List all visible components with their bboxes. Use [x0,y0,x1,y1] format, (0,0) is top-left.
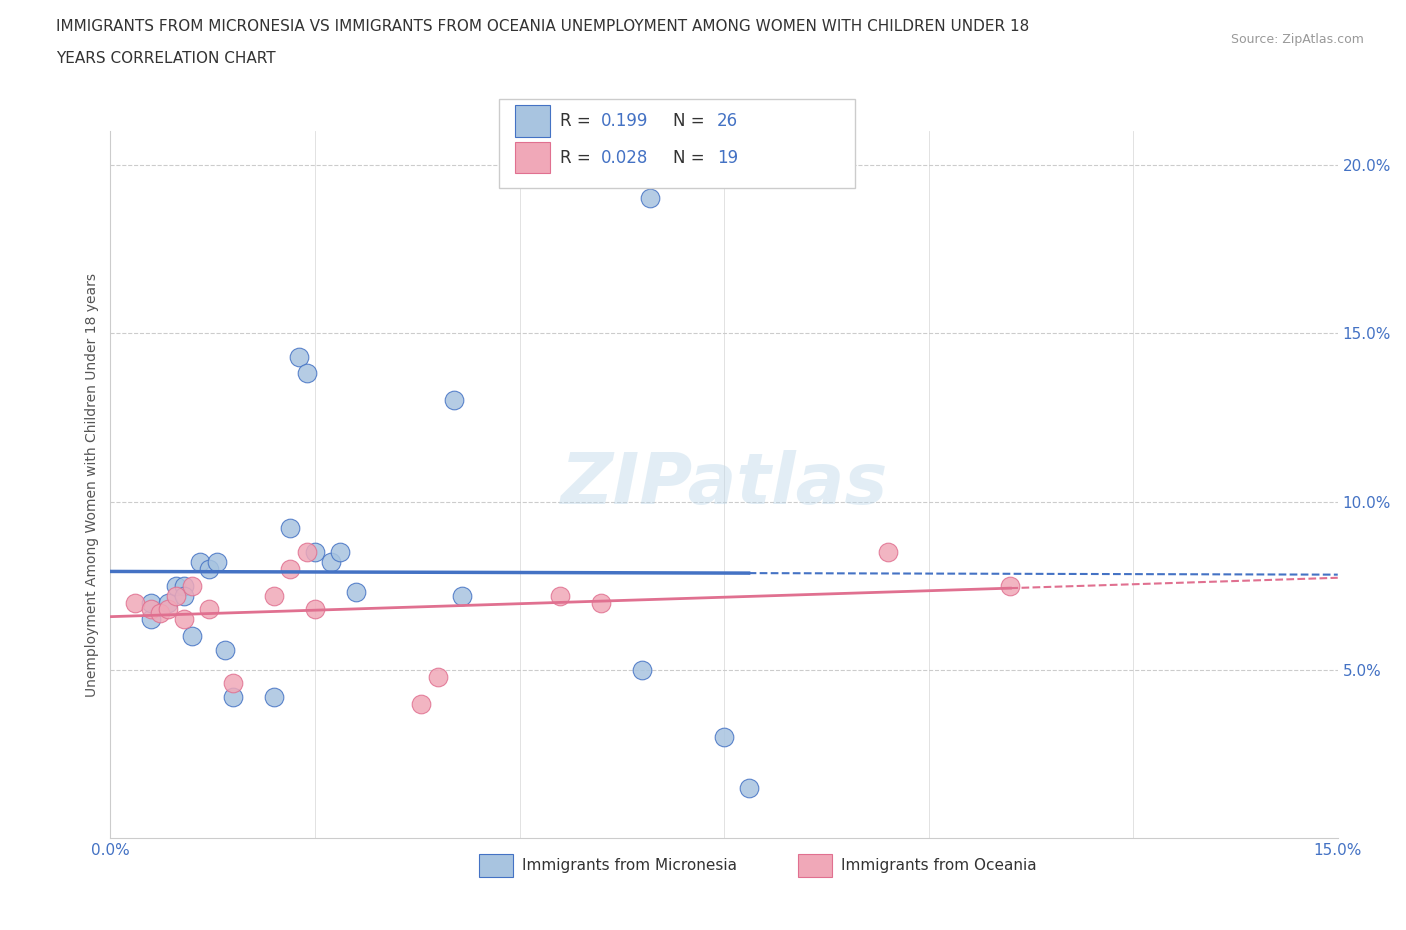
Point [173,612,195,627]
Text: R =: R = [560,149,596,166]
Text: 0.028: 0.028 [602,149,648,166]
Point [591,595,613,610]
FancyBboxPatch shape [478,854,513,877]
Point [304,545,326,560]
Point [214,643,236,658]
Point [156,595,179,610]
Point [190,554,212,569]
Point [181,629,204,644]
Point [550,589,572,604]
Point [124,595,146,610]
Text: N =: N = [672,112,710,130]
Text: YEARS CORRELATION CHART: YEARS CORRELATION CHART [56,51,276,66]
Point [263,589,285,604]
Point [165,589,187,604]
Point [411,697,433,711]
Text: ZIPatlas: ZIPatlas [561,450,887,519]
Y-axis label: Unemployment Among Women with Children Under 18 years: Unemployment Among Women with Children U… [86,272,100,697]
Text: 26: 26 [717,112,738,130]
Point [280,562,302,577]
Point [197,562,219,577]
Point [148,605,170,620]
Point [222,689,245,704]
Point [321,554,343,569]
Point [1000,578,1022,593]
Point [287,349,309,364]
Text: Immigrants from Micronesia: Immigrants from Micronesia [522,857,737,872]
Point [173,578,195,593]
Point [631,662,654,677]
Point [328,545,350,560]
Point [426,670,449,684]
Point [197,602,219,617]
Point [295,545,318,560]
Point [222,676,245,691]
Point [295,366,318,381]
Point [263,689,285,704]
Text: Immigrants from Oceania: Immigrants from Oceania [841,857,1036,872]
FancyBboxPatch shape [499,100,855,188]
Point [737,780,759,795]
Text: IMMIGRANTS FROM MICRONESIA VS IMMIGRANTS FROM OCEANIA UNEMPLOYMENT AMONG WOMEN W: IMMIGRANTS FROM MICRONESIA VS IMMIGRANTS… [56,19,1029,33]
FancyBboxPatch shape [797,854,832,877]
Text: N =: N = [672,149,710,166]
Point [344,585,367,600]
Point [181,578,204,593]
Point [640,191,662,206]
Text: 19: 19 [717,149,738,166]
Point [141,602,163,617]
Point [451,589,474,604]
Point [173,589,195,604]
FancyBboxPatch shape [516,105,550,137]
Text: 0.199: 0.199 [602,112,648,130]
Point [443,393,465,408]
Text: Source: ZipAtlas.com: Source: ZipAtlas.com [1230,33,1364,46]
Point [713,730,735,745]
Point [876,545,898,560]
Point [205,554,228,569]
Point [141,612,163,627]
Point [141,595,163,610]
Point [304,602,326,617]
Text: R =: R = [560,112,596,130]
Point [280,521,302,536]
Point [156,602,179,617]
Point [165,578,187,593]
FancyBboxPatch shape [516,142,550,173]
